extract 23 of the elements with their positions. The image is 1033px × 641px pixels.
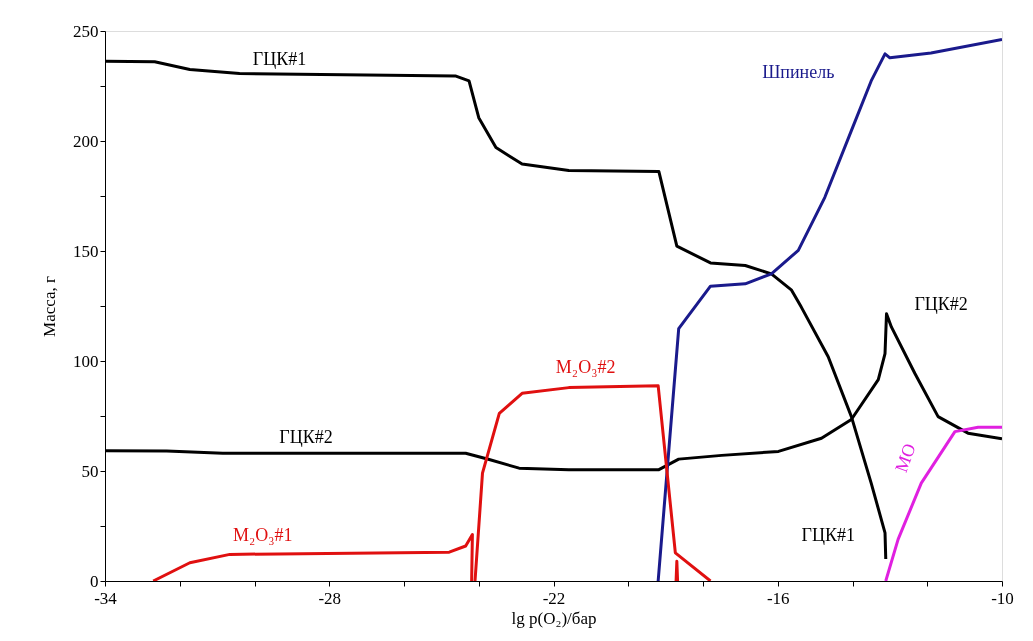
text: MO — [891, 440, 920, 475]
series-label: M₂O₃#2 — [555, 357, 616, 378]
x-tick-label: -22 — [542, 588, 566, 608]
y-tick-label: 200 — [73, 131, 99, 151]
x-axis-title: lg p(O₂)/бар — [511, 608, 597, 628]
x-tick-label: -10 — [991, 588, 1014, 608]
text: ГЦК#2 — [914, 293, 968, 314]
series-label: ГЦК#1 — [252, 48, 307, 69]
y-axis-title: Масса, г — [40, 275, 59, 337]
y-tick-label: 100 — [73, 351, 99, 371]
text: ГЦК#1 — [801, 525, 855, 546]
series-label: Шпинель — [762, 61, 835, 82]
x-tick-label: -34 — [94, 588, 118, 608]
line-series — [656, 38, 1002, 581]
line-series — [884, 425, 1002, 581]
series-label: M₂O₃#1 — [232, 525, 293, 546]
y-tick-label: 50 — [81, 461, 99, 481]
x-tick-label: -16 — [766, 588, 790, 608]
y-tick-label: 0 — [90, 571, 99, 591]
y-tick-label: 250 — [73, 21, 99, 41]
y-tick-label: 150 — [73, 241, 99, 261]
x-tick-label: -28 — [318, 588, 342, 608]
series-label: ГЦК#2 — [279, 427, 333, 447]
